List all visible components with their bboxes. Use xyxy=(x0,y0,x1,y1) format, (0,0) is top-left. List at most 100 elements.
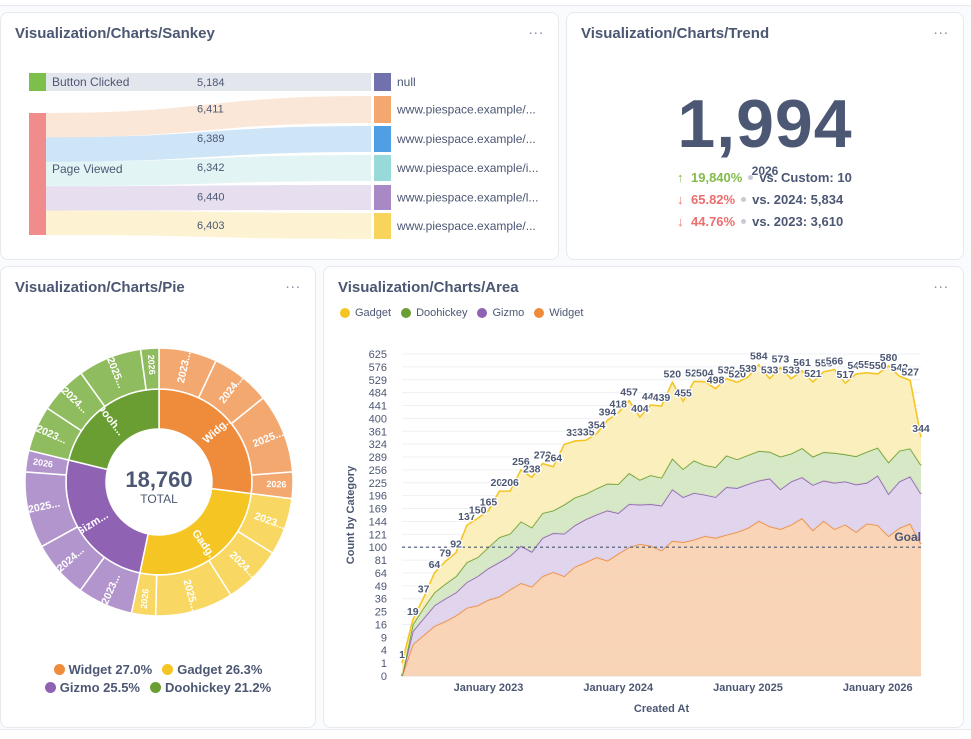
comparison-percent: 44.76% xyxy=(691,214,736,229)
sankey-flow-value: 5,184 xyxy=(197,77,225,89)
line-gadget xyxy=(401,363,922,664)
sankey-flow-value: 6,342 xyxy=(197,162,225,174)
data-label: 504 xyxy=(696,368,714,380)
pie-legend-item[interactable]: Doohickey 21.2% xyxy=(149,680,271,695)
sankey-flow xyxy=(46,185,371,211)
pie-legend-row-2: Gizmo 25.5% Doohickey 21.2% xyxy=(1,680,315,696)
y-tick-label: 196 xyxy=(369,491,387,503)
sankey-target-label: www.piespace.example/... xyxy=(396,132,536,146)
area-legend-item[interactable]: Gizmo xyxy=(477,307,524,319)
sankey-source-label: Button Clicked xyxy=(52,75,129,89)
data-label: 566 xyxy=(826,356,844,368)
data-label: 498 xyxy=(707,375,725,387)
trend-value: 1,994 xyxy=(677,86,853,162)
trend-card: Visualization/Charts/Trend ... 1,994 202… xyxy=(566,12,964,260)
data-label: 206 xyxy=(491,477,509,489)
data-label: 457 xyxy=(620,387,638,399)
card-menu-button[interactable]: ... xyxy=(528,21,544,38)
trend-comparison-down: ↓ 44.76% vs. 2023: 3,610 xyxy=(677,214,843,229)
data-label: 1 xyxy=(399,649,405,661)
y-tick-label: 4 xyxy=(381,645,387,657)
comparison-text: vs. Custom: 10 xyxy=(759,170,852,185)
legend-label: Widget 27.0% xyxy=(68,662,153,677)
arrow-up-icon: ↑ xyxy=(677,170,684,185)
data-label: 580 xyxy=(880,352,898,364)
top-strip xyxy=(0,0,971,6)
sankey-target-label: www.piespace.example/l... xyxy=(396,191,538,205)
pie-total-label: TOTAL xyxy=(140,492,178,506)
pie-total-value: 18,760 xyxy=(125,467,192,492)
data-label: 561 xyxy=(793,357,811,369)
sankey-target-label: www.piespace.example/... xyxy=(396,219,536,233)
arrow-down-icon: ↓ xyxy=(677,192,684,207)
card-menu-button[interactable]: ... xyxy=(933,275,949,292)
data-label: 520 xyxy=(728,368,746,380)
data-label: 533 xyxy=(718,365,736,377)
pie-outer-label: 2026 xyxy=(146,354,157,375)
comparison-text: vs. 2024: 5,834 xyxy=(752,192,844,207)
area-legend-item[interactable]: Gadget xyxy=(340,307,391,319)
area-gadget xyxy=(402,364,921,676)
sankey-source-node xyxy=(29,113,46,235)
legend-dot xyxy=(340,308,350,318)
y-tick-label: 25 xyxy=(375,607,387,619)
y-tick-label: 36 xyxy=(375,594,387,606)
y-tick-label: 484 xyxy=(369,388,387,400)
y-tick-label: 9 xyxy=(381,632,387,644)
area-legend-item[interactable]: Widget xyxy=(534,307,583,319)
data-label: 517 xyxy=(837,369,855,381)
y-tick-label: 256 xyxy=(369,465,387,477)
y-tick-label: 144 xyxy=(369,516,387,528)
pie-outer-slice xyxy=(139,347,160,391)
pie-legend-item[interactable]: Gadget 26.3% xyxy=(162,662,262,677)
separator-dot xyxy=(748,175,754,180)
sankey-flow-value: 6,411 xyxy=(197,104,224,116)
sankey-target-label: www.piespace.example/i... xyxy=(396,161,538,175)
separator-dot xyxy=(741,219,747,224)
pie-legend-item[interactable]: Widget 27.0% xyxy=(53,662,153,677)
card-title: Visualization/Charts/Area xyxy=(338,279,519,296)
sankey-card: Visualization/Charts/Sankey ... 5,184 6,4… xyxy=(0,12,559,260)
data-label: 527 xyxy=(901,366,919,378)
data-label: 539 xyxy=(739,363,757,375)
sankey-flow xyxy=(46,126,371,162)
legend-label: Gizmo xyxy=(492,307,525,319)
sankey-target-label: null xyxy=(397,75,416,89)
area-doohickey xyxy=(402,447,921,676)
pie-chart: Widg...Gadg...Gizm...Dooh...2023...2024.… xyxy=(24,347,294,617)
area-card: Visualization/Charts/Area ... Gadget Dooh… xyxy=(323,266,964,728)
legend-label: Gadget 26.3% xyxy=(177,662,263,677)
card-title: Visualization/Charts/Trend xyxy=(581,25,770,42)
data-label: 333 xyxy=(566,427,584,439)
card-menu-button[interactable]: ... xyxy=(933,21,949,38)
data-label: 533 xyxy=(761,365,779,377)
data-label: 137 xyxy=(458,511,476,523)
y-tick-label: 169 xyxy=(369,504,387,516)
data-label: 344 xyxy=(912,423,930,435)
legend-label: Gadget xyxy=(355,307,392,319)
separator-dot xyxy=(741,197,747,202)
sankey-target-node xyxy=(374,155,391,181)
x-tick-label: January 2026 xyxy=(843,682,913,694)
data-label: 523 xyxy=(685,367,703,379)
trend-period: 2026 xyxy=(751,164,779,178)
legend-dot xyxy=(162,664,174,675)
card-menu-button[interactable]: ... xyxy=(285,275,301,292)
legend-dot xyxy=(53,664,65,675)
pie-legend-item[interactable]: Gizmo 25.5% xyxy=(44,680,140,695)
pie-outer-label: 2026 xyxy=(266,479,286,490)
data-label: 206 xyxy=(501,477,519,489)
card-title: Visualization/Charts/Pie xyxy=(15,279,185,296)
data-label: 521 xyxy=(804,368,822,380)
sankey-flow-value: 6,403 xyxy=(197,220,225,232)
data-label: 394 xyxy=(599,406,617,418)
data-label: 79 xyxy=(439,548,451,560)
area-legend-item[interactable]: Doohickey xyxy=(401,307,467,319)
x-axis-title: Created At xyxy=(634,703,690,715)
data-label: 37 xyxy=(418,584,430,596)
data-label: 550 xyxy=(869,360,887,372)
y-tick-label: 0 xyxy=(381,671,387,683)
comparison-text: vs. 2023: 3,610 xyxy=(752,214,844,229)
data-label: 256 xyxy=(512,456,530,468)
data-label: 264 xyxy=(545,453,563,465)
